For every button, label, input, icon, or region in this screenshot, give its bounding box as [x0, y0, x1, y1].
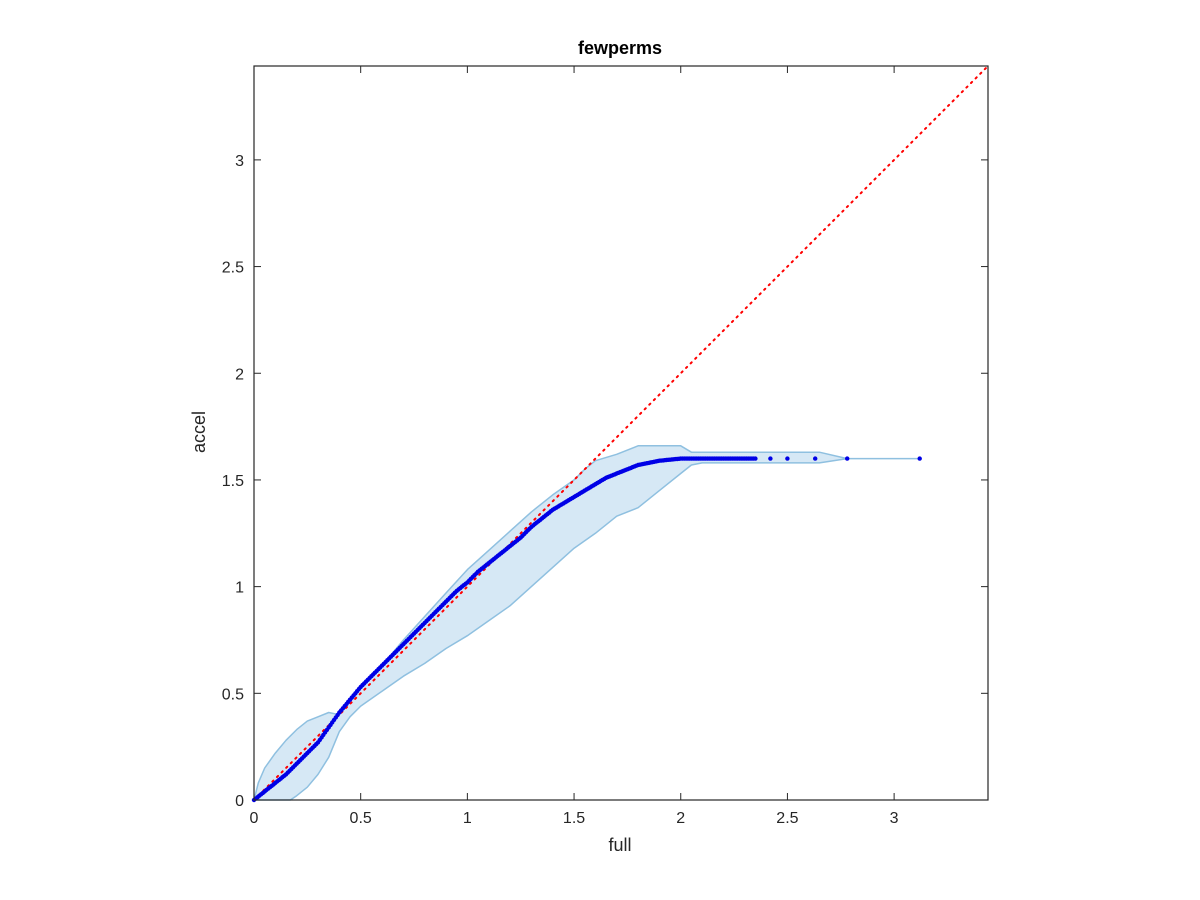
- axes: 0 0.5 1 1.5 2 2.5 3 0 0.5 1 1.5 2 2.5 3: [222, 65, 989, 827]
- data-point: [845, 456, 850, 461]
- y-tick-label: 1: [235, 580, 244, 597]
- y-tick-label: 0.5: [222, 686, 244, 703]
- data-point: [753, 456, 758, 461]
- x-tick-label: 2: [676, 810, 685, 827]
- x-tick-label: 3: [890, 810, 899, 827]
- data-point: [785, 456, 790, 461]
- x-tick-label: 2.5: [776, 810, 798, 827]
- y-axis-label: accel: [189, 411, 209, 453]
- y-tick-label: 2: [235, 366, 244, 383]
- x-tick-label: 0.5: [350, 810, 372, 827]
- chart-title: fewperms: [578, 38, 662, 58]
- confidence-band: [253, 445, 921, 801]
- axes-box: [253, 65, 989, 801]
- y-tick-label: 2.5: [222, 260, 244, 277]
- plot-area: [251, 65, 989, 803]
- data-point: [917, 456, 922, 461]
- data-point: [768, 456, 773, 461]
- y-tick-label: 3: [235, 153, 244, 170]
- x-tick-label: 1: [463, 810, 472, 827]
- data-point: [813, 456, 818, 461]
- y-tick-label: 0: [235, 793, 244, 810]
- y-tick-label: 1.5: [222, 473, 244, 490]
- x-tick-label: 0: [250, 810, 259, 827]
- x-axis-label: full: [608, 835, 631, 855]
- x-tick-label: 1.5: [563, 810, 585, 827]
- reference-line: [253, 65, 989, 801]
